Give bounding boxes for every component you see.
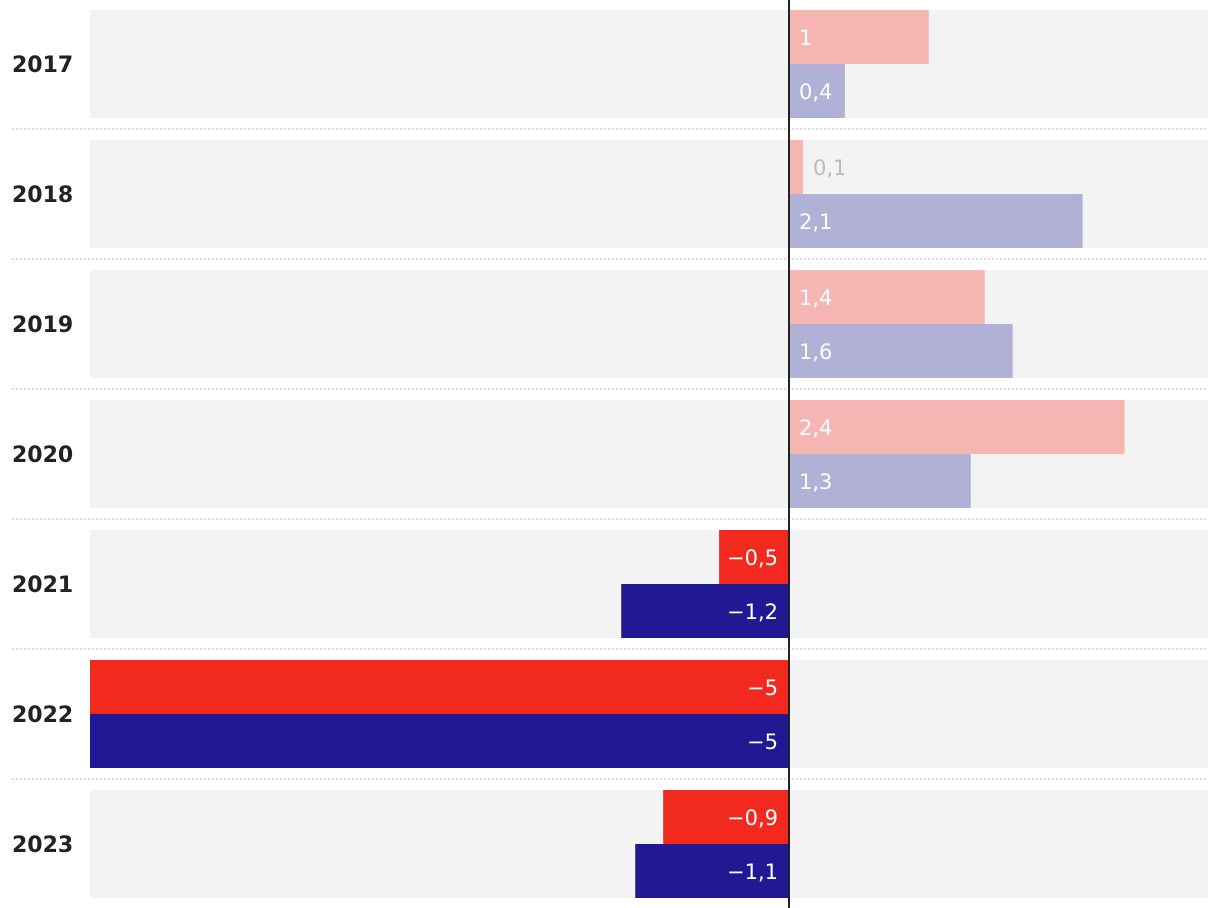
data-label: 0,1 <box>813 156 846 180</box>
category-label: 2020 <box>12 443 73 468</box>
data-label: 2,4 <box>799 416 832 440</box>
bar <box>789 194 1083 248</box>
bar <box>789 10 929 64</box>
data-label: −1,1 <box>727 860 778 884</box>
category-label: 2018 <box>12 183 73 208</box>
data-label: 1,3 <box>799 470 832 494</box>
data-label: −0,5 <box>727 546 778 570</box>
data-label: −1,2 <box>727 600 778 624</box>
category-label: 2017 <box>12 53 73 78</box>
bar <box>789 324 1013 378</box>
bar <box>719 530 789 584</box>
data-label: −5 <box>747 730 778 754</box>
data-label: 2,1 <box>799 210 832 234</box>
row-background <box>90 10 1208 118</box>
category-label: 2023 <box>12 833 73 858</box>
bar <box>789 270 985 324</box>
data-label: 1 <box>799 26 812 50</box>
bar <box>90 714 789 768</box>
data-label: 0,4 <box>799 80 832 104</box>
bar <box>789 400 1125 454</box>
bar <box>789 454 971 508</box>
bar <box>90 660 789 714</box>
bar <box>663 790 789 844</box>
bar <box>635 844 789 898</box>
data-label: 1,6 <box>799 340 832 364</box>
category-label: 2019 <box>12 313 73 338</box>
data-label: −0,9 <box>727 806 778 830</box>
data-label: 1,4 <box>799 286 832 310</box>
category-label: 2022 <box>12 703 73 728</box>
row-background <box>90 270 1208 378</box>
data-label: −5 <box>747 676 778 700</box>
bar <box>621 584 789 638</box>
bar <box>789 140 803 194</box>
bar <box>789 64 845 118</box>
category-label: 2021 <box>12 573 73 598</box>
